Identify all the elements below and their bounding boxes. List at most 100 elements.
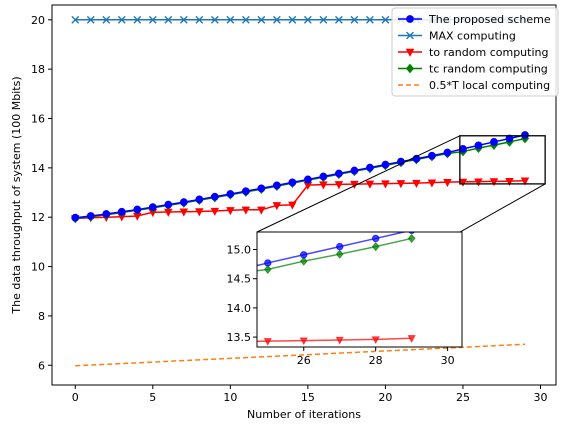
data-point [263,264,272,274]
legend-label: MAX computing [429,30,516,43]
legend-label: tc random computing [429,63,548,76]
data-point [299,256,308,266]
data-point [505,177,514,186]
data-point [428,151,436,160]
data-point [272,202,282,211]
inset-y-tick-label: 15.0 [227,244,252,257]
data-point [474,141,483,150]
inset-y-tick-label: 13.5 [227,331,252,344]
data-point [86,212,95,220]
legend-entry: The proposed scheme [398,13,551,26]
data-point [148,203,157,211]
series-line [257,232,408,267]
data-point [412,179,421,188]
x-tick-label: 10 [223,391,237,404]
data-point [133,205,142,214]
legend-entry: to random computing [398,46,548,59]
data-point [71,15,80,24]
data-point [210,207,220,216]
data-point [459,144,467,153]
data-point [336,242,344,251]
legend-frame [391,7,559,97]
x-tick-label: 25 [456,391,470,404]
data-point [195,15,204,24]
y-tick-label: 18 [31,63,45,76]
x-tick-label: 5 [149,391,156,404]
data-point [489,178,499,187]
y-tick-label: 14 [31,162,45,175]
legend-label: 0.5*T local computing [429,79,550,92]
data-point [365,180,375,189]
legend-label: The proposed scheme [428,13,551,26]
data-point [521,131,529,139]
data-point [226,207,235,216]
data-point [334,181,344,190]
series-line [257,337,412,343]
data-point [263,338,272,346]
inset-x-tick-label: 26 [297,354,311,367]
data-point [334,169,343,178]
data-point [288,15,297,24]
legend-entry: tc random computing [398,63,548,76]
legend: The proposed scheme MAX computing to rando… [391,7,559,97]
data-point [371,336,380,345]
data-point [102,210,111,218]
data-point [443,178,452,187]
data-point [257,184,266,193]
y-tick-label: 10 [31,261,45,274]
data-point [288,201,297,210]
data-point [366,15,374,24]
data-point [381,180,390,189]
data-point [334,15,343,24]
series-line [75,179,526,220]
data-point [303,175,312,184]
series-to-random-computing [71,177,530,224]
data-point [272,15,281,24]
data-point [405,48,415,57]
data-point [406,31,414,40]
data-point [241,15,250,24]
main-plot-area: 0 5 10 15 20 25 30 6 8 10 12 14 16 18 20 [31,4,557,404]
data-point [371,241,380,252]
data-point [505,134,514,143]
data-point [195,195,204,204]
zoom-connector-top [256,135,461,233]
data-point [148,15,157,24]
data-point [117,207,126,216]
data-point [520,177,530,186]
y-axis-label: The data throughput of system (100 Mbits… [10,76,23,314]
data-point [71,213,80,222]
main-plot-frame [51,4,557,386]
x-tick-label: 20 [378,391,392,404]
series-line [75,343,526,367]
data-point [319,172,328,181]
data-point [272,181,281,190]
data-point [335,249,344,259]
inset-y-tick-label: 14.5 [227,273,252,286]
data-point [335,336,344,345]
data-point [210,192,219,201]
data-point [407,335,416,343]
data-point [179,208,189,217]
data-point [490,138,498,146]
inset-x-tick-label: 30 [441,354,455,367]
data-point [474,178,483,187]
data-point [264,259,272,267]
data-point [381,15,390,24]
legend-label: to random computing [429,46,548,59]
data-point [210,15,219,24]
data-point [226,15,235,24]
inset-plot-area: 26 28 30 13.5 14.0 14.5 15.0 [227,231,463,367]
data-point [458,178,468,187]
series-tc-random-computing [257,233,416,274]
data-point [381,160,390,169]
y-tick-label: 20 [31,14,45,27]
data-point [179,198,188,207]
data-point [443,148,452,157]
data-point [300,251,308,259]
series-the-proposed-scheme [71,131,529,222]
data-point [396,180,406,189]
data-point [257,15,266,24]
data-point [179,15,188,24]
